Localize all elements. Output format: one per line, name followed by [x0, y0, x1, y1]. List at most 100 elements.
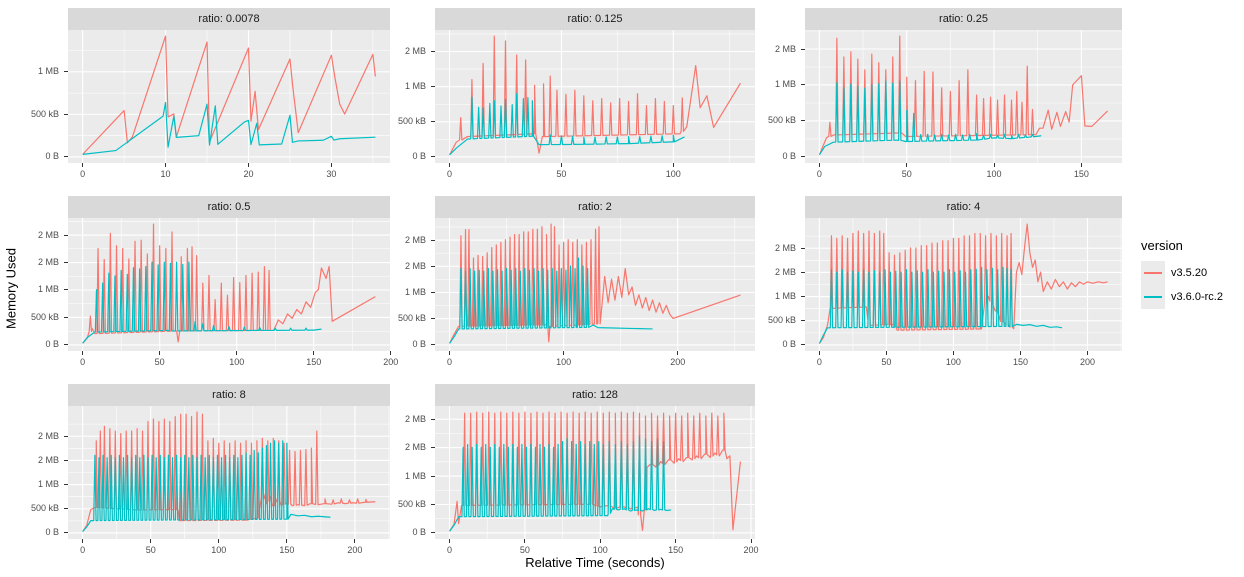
y-tick-label: 0 B — [45, 151, 59, 162]
y-tick-mark — [431, 475, 435, 477]
x-tick-mark — [247, 163, 249, 167]
series-line-v3.6.0-rc.2 — [449, 93, 685, 156]
y-tick-mark — [431, 532, 435, 534]
y-tick-label: 2 MB — [37, 454, 59, 465]
y-tick-label: 500 kB — [767, 115, 796, 126]
x-tick-mark — [449, 539, 451, 543]
facet-strip-label: ratio: 8 — [212, 389, 246, 401]
x-tick-mark — [750, 539, 752, 543]
y-tick-mark — [431, 344, 435, 346]
y-tick-mark — [64, 532, 68, 534]
facet-strip-label: ratio: 128 — [572, 389, 618, 401]
legend-key-v3.6.0-rc.2 — [1141, 285, 1165, 309]
y-tick-mark — [64, 459, 68, 461]
y-tick-label: 2 MB — [774, 242, 796, 253]
legend-label: v3.6.0-rc.2 — [1171, 291, 1223, 303]
x-tick-label: 0 — [816, 169, 822, 179]
x-tick-label: 100 — [945, 357, 961, 367]
x-tick-mark — [449, 351, 451, 355]
y-tick-mark — [801, 48, 805, 50]
y-tick-mark — [64, 289, 68, 291]
y-tick-label: 2 MB — [404, 442, 426, 453]
series-line-v3.6.0-rc.2 — [82, 101, 376, 155]
x-tick-label: 0 — [80, 169, 86, 179]
y-tick-mark — [801, 296, 805, 298]
y-tick-mark — [801, 320, 805, 322]
y-tick-mark — [64, 316, 68, 318]
y-tick-label: 2 MB — [774, 266, 796, 277]
x-tick-mark — [330, 163, 332, 167]
facet-strip: ratio: 0.125 — [435, 8, 755, 30]
y-tick-label: 2 MB — [404, 46, 426, 56]
facet-0.125: ratio: 0.125 0 B 500 kB 1 MB 2 MB 0 50 100 — [389, 8, 755, 183]
x-tick-label: 100 — [665, 169, 681, 179]
y-tick-mark — [431, 318, 435, 320]
y-tick-label: 0 B — [412, 151, 426, 162]
y-tick-label: 1 MB — [37, 479, 59, 490]
x-tick-mark — [677, 351, 679, 355]
y-tick-mark — [64, 113, 68, 115]
legend-title: version — [1141, 238, 1183, 253]
x-tick-mark — [150, 539, 152, 543]
y-tick-mark — [431, 51, 435, 52]
y-tick-label: 0 B — [412, 527, 426, 538]
x-tick-label: 50 — [881, 357, 892, 367]
facet-plot — [805, 218, 1122, 351]
y-tick-label: 500 kB — [397, 313, 426, 324]
y-tick-label: 500 kB — [30, 108, 59, 119]
x-tick-label: 100 — [592, 545, 608, 555]
facet-strip: ratio: 0.0078 — [68, 8, 390, 30]
x-tick-label: 0 — [80, 545, 86, 555]
x-tick-mark — [672, 163, 674, 167]
x-tick-mark — [218, 539, 220, 543]
y-tick-mark — [431, 121, 435, 123]
facet-strip: ratio: 128 — [435, 384, 755, 406]
facet-strip: ratio: 0.5 — [68, 196, 390, 218]
y-tick-mark — [801, 271, 805, 273]
x-tick-mark — [599, 539, 601, 543]
x-tick-label: 200 — [383, 357, 399, 367]
y-tick-mark — [801, 84, 805, 86]
y-tick-label: 2 MB — [774, 43, 796, 54]
y-tick-mark — [64, 156, 68, 158]
x-tick-label: 50 — [556, 169, 567, 179]
facet-panel — [435, 406, 755, 539]
y-tick-mark — [64, 484, 68, 486]
y-tick-label: 0 B — [782, 151, 796, 162]
x-tick-mark — [390, 351, 392, 355]
y-tick-label: 0 B — [412, 339, 426, 350]
y-tick-mark — [64, 508, 68, 510]
y-tick-label: 1 MB — [404, 470, 426, 481]
x-tick-label: 150 — [668, 545, 684, 555]
x-tick-mark — [82, 163, 84, 167]
x-tick-label: 0 — [447, 169, 453, 179]
facet-plot — [435, 30, 755, 163]
x-tick-mark — [1080, 163, 1082, 167]
y-tick-mark — [431, 239, 435, 241]
legend-item-v3.5.20: v3.5.20 — [1141, 261, 1223, 285]
x-tick-mark — [1086, 351, 1088, 355]
y-tick-mark — [431, 265, 435, 267]
legend-key-v3.5.20 — [1141, 261, 1165, 285]
y-tick-label: 0 B — [45, 339, 59, 350]
x-tick-label: 50 — [519, 545, 530, 555]
x-tick-mark — [159, 351, 161, 355]
x-tick-label: 100 — [986, 169, 1002, 179]
y-tick-mark — [64, 262, 68, 264]
x-tick-mark — [675, 539, 677, 543]
x-tick-mark — [906, 163, 908, 167]
facet-strip: ratio: 4 — [805, 196, 1122, 218]
facet-panel — [435, 218, 755, 351]
x-tick-label: 200 — [347, 545, 363, 555]
series-line-v3.6.0-rc.2 — [818, 80, 1042, 156]
x-tick-label: 50 — [901, 169, 912, 179]
y-tick-label: 1 MB — [774, 291, 796, 302]
x-tick-mark — [952, 351, 954, 355]
x-axis-title: Relative Time (seconds) — [525, 555, 665, 570]
x-tick-label: 150 — [279, 545, 295, 555]
series-line-v3.6.0-rc.2 — [449, 257, 653, 344]
y-tick-label: 500 kB — [30, 503, 59, 514]
facet-panel — [68, 30, 390, 163]
facet-panel — [68, 406, 390, 539]
y-tick-mark — [801, 156, 805, 158]
